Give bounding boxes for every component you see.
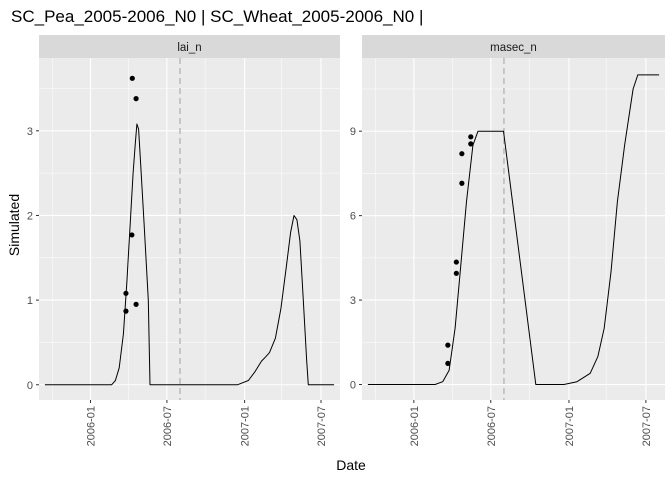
observed-point <box>453 259 459 265</box>
simulated-line <box>44 123 335 386</box>
x-tick-label: 2006-01 <box>86 406 98 446</box>
observed-point <box>129 75 135 81</box>
facet-strip-label: lai_n <box>177 42 201 54</box>
y-tick-label: 3 <box>27 126 33 138</box>
y-tick-label: 2 <box>27 210 33 222</box>
observed-point <box>133 96 139 102</box>
x-tick-label: 2006-07 <box>162 406 174 446</box>
simulated-line <box>367 74 660 385</box>
y-tick-label: 3 <box>350 295 356 307</box>
observed-point <box>459 151 465 157</box>
facet-strip <box>362 35 665 58</box>
observed-point <box>445 342 451 348</box>
y-tick-label: 9 <box>350 126 356 138</box>
y-tick-label: 0 <box>350 380 356 392</box>
panel-background <box>362 58 665 400</box>
facet-strip <box>39 35 340 58</box>
panel-background <box>39 58 340 400</box>
observed-point <box>453 270 459 276</box>
observed-point <box>123 308 129 314</box>
observed-point <box>468 134 474 140</box>
observed-point <box>123 290 129 296</box>
x-tick-label: 2007-07 <box>641 406 653 446</box>
y-tick-label: 6 <box>350 211 356 223</box>
x-axis-title: Date <box>336 457 366 473</box>
observed-point <box>445 360 451 367</box>
x-tick-label: 2007-01 <box>240 406 252 446</box>
observed-point <box>129 232 135 238</box>
x-tick-label: 2006-01 <box>409 406 421 446</box>
facet-panel-masec_n: masec_n 0 3 6 9 2006-01 2006-07 2007-01 2007-07 <box>350 35 665 446</box>
x-tick-label: 2007-01 <box>564 406 576 446</box>
y-tick-label: 0 <box>27 380 33 392</box>
y-axis-title: Simulated <box>6 194 22 256</box>
facet-strip-label: masec_n <box>490 42 537 54</box>
chart-title: SC_Pea_2005-2006_N0 | SC_Wheat_2005-2006… <box>11 7 423 26</box>
x-tick-label: 2006-07 <box>486 406 498 446</box>
observed-point <box>133 301 139 307</box>
facet-panel-lai_n: lai_n 0 1 2 3 2006-01 2006-07 2007-01 2007-07 <box>27 35 340 446</box>
observed-point <box>468 141 474 147</box>
observed-point <box>459 180 465 186</box>
x-tick-label: 2007-07 <box>316 406 328 446</box>
y-tick-label: 1 <box>27 295 33 307</box>
